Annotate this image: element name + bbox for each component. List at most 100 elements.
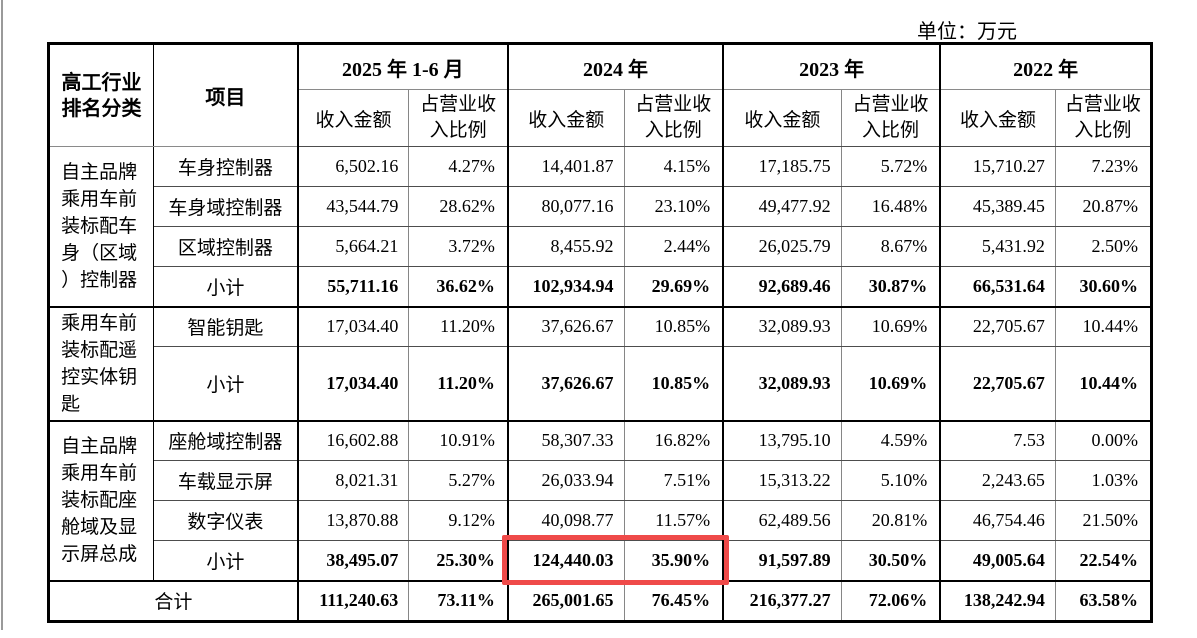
ratio-cell: 10.91%: [408, 419, 509, 461]
ratio-cell: 5.27%: [408, 460, 509, 501]
ratio-cell: 11.20%: [408, 305, 509, 347]
revenue-cell: 37,626.67: [507, 305, 625, 347]
ratio-cell: 36.62%: [408, 266, 509, 307]
column-header-ratio-label: 占营业收入比例: [420, 94, 497, 141]
revenue-cell: 13,795.10: [722, 419, 842, 461]
item-cell: 小计: [153, 540, 299, 581]
revenue-cell: 66,531.64: [939, 266, 1056, 307]
table-row: 乘用车前装标配遥控实体钥匙 智能钥匙 17,034.40 11.20% 37,6…: [47, 305, 1153, 421]
column-header-year-2024: 2024 年: [507, 43, 725, 90]
column-header-ratio: 占营业收入比例: [1054, 89, 1153, 147]
column-header-revenue: 收入金额: [722, 89, 842, 147]
page-edge-line: [1, 0, 3, 630]
revenue-cell: 32,089.93: [722, 305, 842, 347]
revenue-cell: 17,034.40: [297, 305, 410, 347]
revenue-cell: 49,477.92: [722, 186, 842, 227]
revenue-cell: 55,711.16: [297, 266, 410, 307]
column-header-category: 高工行业排名分类: [47, 43, 155, 147]
ratio-cell: 4.59%: [840, 419, 942, 461]
revenue-cell: 102,934.94: [507, 266, 625, 307]
revenue-cell: 265,001.65: [507, 579, 625, 622]
column-header-ratio: 占营业收入比例: [408, 89, 509, 147]
ratio-cell: 11.20%: [408, 346, 509, 421]
ratio-cell: 5.72%: [840, 146, 942, 187]
revenue-cell: 16,602.88: [297, 419, 410, 461]
ratio-cell: 25.30%: [408, 540, 509, 581]
table-row: 车载显示屏 8,021.31 5.27% 26,033.94 7.51% 15,…: [49, 460, 1153, 501]
revenue-cell: 46,754.46: [939, 500, 1056, 541]
column-header-item: 项目: [153, 43, 299, 147]
category-cell: 自主品牌乘用车前装标配车身（区域）控制器: [47, 146, 155, 307]
column-header-ratio-label: 占营业收入比例: [852, 94, 929, 141]
revenue-cell-highlighted: 124,440.03: [507, 540, 625, 581]
revenue-cell: 15,313.22: [722, 460, 842, 501]
revenue-cell: 49,005.64: [939, 540, 1056, 581]
revenue-cell: 6,502.16: [297, 146, 410, 187]
item-cell: 小计: [153, 346, 299, 421]
ratio-cell: 30.50%: [840, 540, 942, 581]
revenue-cell: 26,033.94: [507, 460, 625, 501]
revenue-cell: 38,495.07: [297, 540, 410, 581]
column-header-year-2023: 2023 年: [722, 43, 942, 90]
column-header-ratio-label: 占营业收入比例: [635, 94, 712, 141]
column-header-revenue: 收入金额: [939, 89, 1056, 147]
ratio-cell: 8.67%: [840, 226, 942, 267]
column-header-year-2022: 2022 年: [939, 43, 1153, 90]
ratio-cell: 10.85%: [623, 346, 725, 421]
ratio-cell: 16.82%: [623, 419, 725, 461]
ratio-cell: 7.23%: [1054, 146, 1153, 187]
revenue-cell: 22,705.67: [939, 346, 1056, 421]
column-header-ratio: 占营业收入比例: [623, 89, 725, 147]
ratio-cell: 5.10%: [840, 460, 942, 501]
ratio-cell: 16.48%: [840, 186, 942, 227]
revenue-cell: 8,455.92: [507, 226, 625, 267]
revenue-cell: 5,664.21: [297, 226, 410, 267]
ratio-cell: 4.27%: [408, 146, 509, 187]
ratio-cell: 10.85%: [623, 305, 725, 347]
ratio-cell-highlighted: 35.90%: [623, 540, 725, 581]
ratio-cell: 3.72%: [408, 226, 509, 267]
column-header-ratio: 占营业收入比例: [840, 89, 942, 147]
ratio-cell: 73.11%: [408, 579, 509, 622]
ratio-cell: 30.87%: [840, 266, 942, 307]
subtotal-row: 小计 55,711.16 36.62% 102,934.94 29.69% 92…: [49, 266, 1153, 307]
revenue-cell: 14,401.87: [507, 146, 625, 187]
item-cell: 座舱域控制器: [153, 419, 299, 461]
revenue-cell: 40,098.77: [507, 500, 625, 541]
item-cell: 车载显示屏: [153, 460, 299, 501]
revenue-cell: 111,240.63: [297, 579, 410, 622]
table-row: 区域控制器 5,664.21 3.72% 8,455.92 2.44% 26,0…: [49, 226, 1153, 267]
revenue-cell: 15,710.27: [939, 146, 1056, 187]
table-header-years-row: 高工行业排名分类 项目 2025 年 1-6 月 2024 年 2023 年 2…: [47, 43, 1153, 147]
category-label: 乘用车前装标配遥控实体钥匙: [61, 312, 138, 415]
item-cell: 车身域控制器: [153, 186, 299, 227]
ratio-cell: 20.87%: [1054, 186, 1153, 227]
table-row: 车身域控制器 43,544.79 28.62% 80,077.16 23.10%…: [49, 186, 1153, 227]
item-cell: 区域控制器: [153, 226, 299, 267]
subtotal-row: 小计 17,034.40 11.20% 37,626.67 10.85% 32,…: [49, 346, 1153, 421]
ratio-cell: 7.51%: [623, 460, 725, 501]
ratio-cell: 22.54%: [1054, 540, 1153, 581]
column-header-ratio-label: 占营业收入比例: [1064, 94, 1141, 141]
column-header-revenue: 收入金额: [507, 89, 625, 147]
revenue-cell: 22,705.67: [939, 305, 1056, 347]
revenue-cell: 138,242.94: [939, 579, 1056, 622]
revenue-cell: 26,025.79: [722, 226, 842, 267]
revenue-cell: 17,185.75: [722, 146, 842, 187]
revenue-cell: 5,431.92: [939, 226, 1056, 267]
ratio-cell: 20.81%: [840, 500, 942, 541]
ratio-cell: 76.45%: [623, 579, 725, 622]
ratio-cell: 28.62%: [408, 186, 509, 227]
revenue-cell: 58,307.33: [507, 419, 625, 461]
ratio-cell: 10.44%: [1054, 346, 1153, 421]
ratio-cell: 10.69%: [840, 305, 942, 347]
revenue-cell: 43,544.79: [297, 186, 410, 227]
category-cell: 乘用车前装标配遥控实体钥匙: [47, 305, 155, 421]
table-row: 数字仪表 13,870.88 9.12% 40,098.77 11.57% 62…: [49, 500, 1153, 541]
ratio-cell: 1.03%: [1054, 460, 1153, 501]
revenue-cell: 17,034.40: [297, 346, 410, 421]
revenue-cell: 92,689.46: [722, 266, 842, 307]
revenue-cell: 80,077.16: [507, 186, 625, 227]
ratio-cell: 2.44%: [623, 226, 725, 267]
table-row: 自主品牌乘用车前装标配座舱域及显示屏总成 座舱域控制器 16,602.88 10…: [47, 419, 1153, 581]
